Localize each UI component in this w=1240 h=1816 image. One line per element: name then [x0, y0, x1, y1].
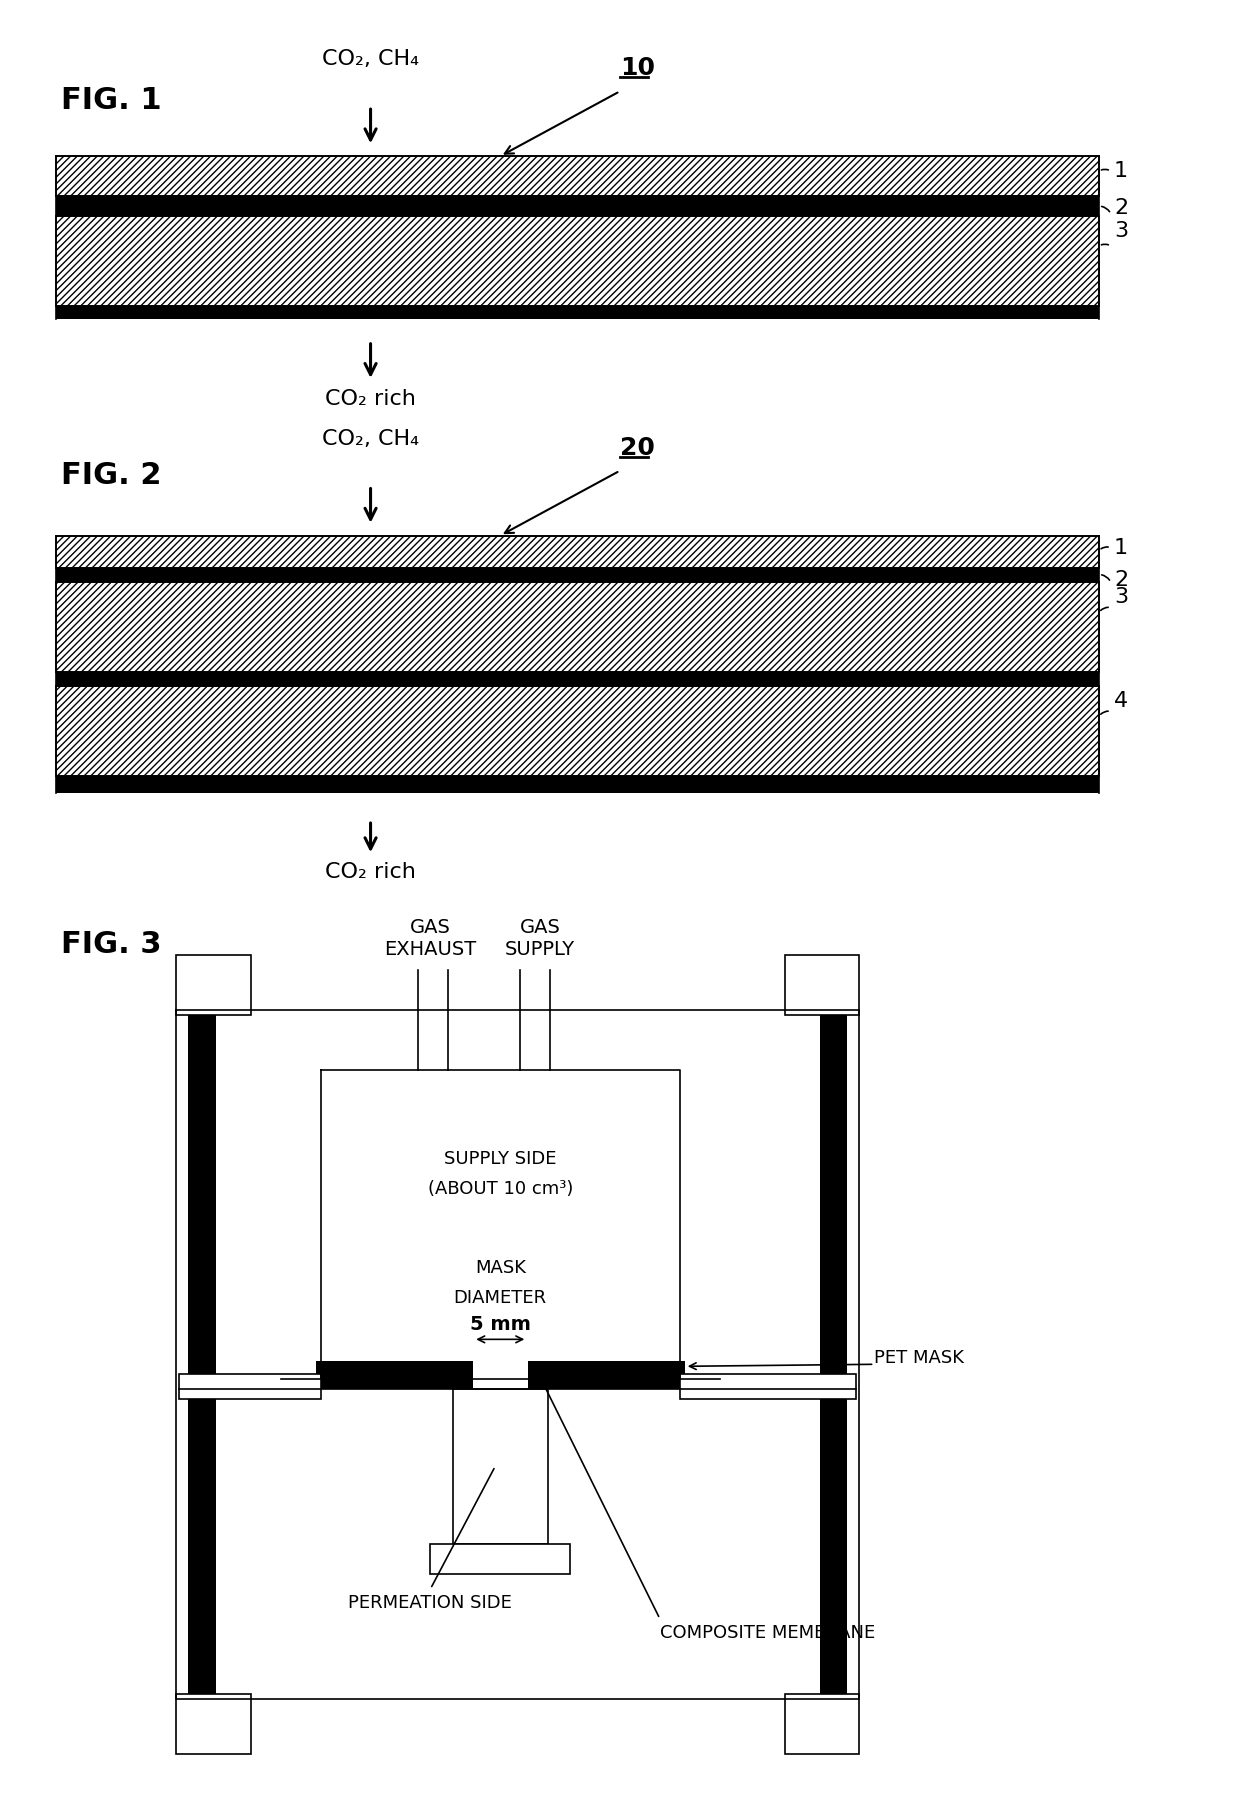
Bar — [474, 1362, 528, 1389]
Text: COMPOSITE MEMBRANE: COMPOSITE MEMBRANE — [660, 1624, 875, 1642]
Bar — [56, 686, 1099, 775]
Text: 3: 3 — [1114, 222, 1128, 242]
Bar — [56, 583, 1099, 672]
Bar — [56, 672, 1099, 686]
Bar — [56, 775, 1099, 794]
Bar — [454, 1389, 548, 1544]
Bar — [188, 1010, 216, 1698]
Bar — [316, 1362, 684, 1389]
Text: 4: 4 — [1114, 692, 1128, 712]
Bar — [176, 955, 250, 1015]
Bar — [430, 1544, 570, 1574]
Text: 2: 2 — [1114, 570, 1128, 590]
Text: PET MASK: PET MASK — [874, 1349, 965, 1367]
Text: DIAMETER: DIAMETER — [454, 1289, 547, 1308]
Text: 5 mm: 5 mm — [470, 1315, 531, 1335]
Bar — [680, 1375, 857, 1400]
Text: CO₂, CH₄: CO₂, CH₄ — [322, 49, 419, 69]
Text: 10: 10 — [620, 56, 655, 80]
Text: CO₂ rich: CO₂ rich — [325, 863, 415, 883]
Text: SUPPLY SIDE: SUPPLY SIDE — [444, 1150, 557, 1168]
Bar — [820, 1010, 847, 1698]
Bar — [179, 1375, 321, 1400]
Text: MASK: MASK — [475, 1260, 526, 1277]
Text: 1: 1 — [1114, 162, 1128, 182]
Text: FIG. 3: FIG. 3 — [61, 930, 161, 959]
Text: 1: 1 — [1114, 538, 1128, 558]
Text: GAS
SUPPLY: GAS SUPPLY — [505, 917, 575, 959]
Bar — [56, 196, 1099, 216]
Text: 3: 3 — [1114, 588, 1128, 608]
Text: FIG. 1: FIG. 1 — [61, 85, 162, 114]
Text: 2: 2 — [1114, 198, 1128, 218]
Bar — [56, 568, 1099, 583]
Bar — [785, 1694, 859, 1754]
Text: (ABOUT 10 cm³): (ABOUT 10 cm³) — [428, 1180, 573, 1197]
Bar — [785, 955, 859, 1015]
Bar — [56, 536, 1099, 568]
Text: GAS
EXHAUST: GAS EXHAUST — [384, 917, 476, 959]
Text: CO₂ rich: CO₂ rich — [325, 389, 415, 409]
Bar — [56, 305, 1099, 320]
Text: PERMEATION SIDE: PERMEATION SIDE — [348, 1594, 512, 1613]
Bar — [56, 156, 1099, 196]
Bar — [56, 216, 1099, 305]
Text: FIG. 2: FIG. 2 — [61, 461, 161, 490]
Bar — [176, 1694, 250, 1754]
Text: CO₂, CH₄: CO₂, CH₄ — [322, 429, 419, 449]
Text: 20: 20 — [620, 436, 655, 459]
